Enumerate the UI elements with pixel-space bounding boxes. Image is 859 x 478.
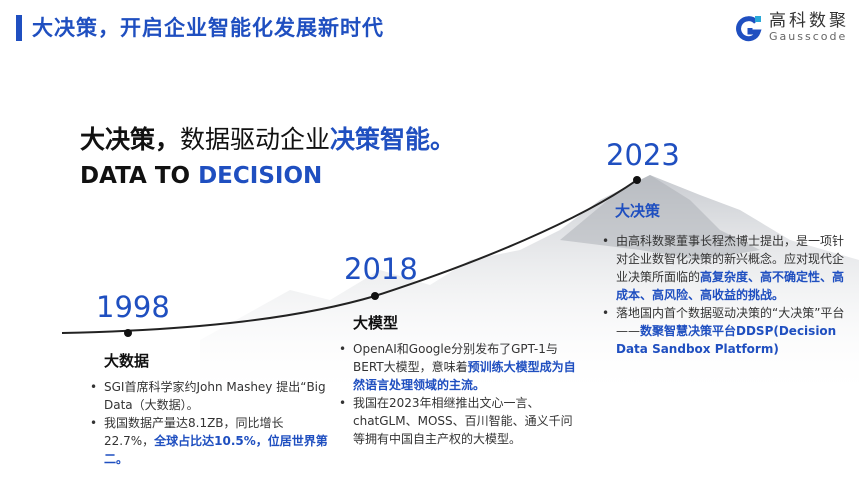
logo-name-cn: 高科数聚 (769, 11, 849, 31)
logo: 高科数聚 Gausscode (736, 12, 849, 43)
bullet: 落地国内首个数据驱动决策的“大决策”平台——数聚智慧决策平台DDSP(Decis… (602, 304, 854, 358)
logo-name-en: Gausscode (769, 30, 848, 43)
slogan-en: DATA TO DECISION (80, 163, 323, 189)
milestone-title: 大数据 (104, 352, 150, 370)
milestone-bullets: 由高科数聚董事长程杰博士提出，是一项针对企业数智化决策的新兴概念。应对现代企业决… (602, 232, 854, 358)
milestone-bullets: OpenAI和Google分别发布了GPT-1与BERT大模型，意味着预训练大模… (339, 340, 579, 448)
slogan: 大决策，数据驱动企业决策智能。 (80, 125, 456, 154)
timeline-dot-2023 (633, 176, 641, 184)
timeline-dot-2018 (371, 292, 379, 300)
milestone-title: 大模型 (353, 314, 399, 332)
header-accent-bar (16, 15, 22, 41)
timeline-dot-1998 (124, 329, 132, 337)
bullet: OpenAI和Google分别发布了GPT-1与BERT大模型，意味着预训练大模… (339, 340, 579, 394)
milestone-title: 大决策 (615, 202, 661, 220)
year-1998: 1998 (96, 290, 170, 324)
year-2023: 2023 (606, 138, 680, 172)
bullet: 由高科数聚董事长程杰博士提出，是一项针对企业数智化决策的新兴概念。应对现代企业决… (602, 232, 854, 304)
page-title: 大决策，开启企业智能化发展新时代 (32, 16, 384, 40)
milestone-bullets: SGI首席科学家约John Mashey 提出“Big Data（大数据）。 我… (90, 378, 330, 468)
gausscode-logo-icon (736, 15, 762, 41)
year-2018: 2018 (344, 252, 418, 286)
bullet: 我国在2023年相继推出文心一言、chatGLM、MOSS、百川智能、通义千问等… (339, 394, 579, 448)
bullet: 我国数据产量达8.1ZB，同比增长22.7%，全球占比达10.5%，位居世界第二… (90, 414, 330, 468)
bullet: SGI首席科学家约John Mashey 提出“Big Data（大数据）。 (90, 378, 330, 414)
